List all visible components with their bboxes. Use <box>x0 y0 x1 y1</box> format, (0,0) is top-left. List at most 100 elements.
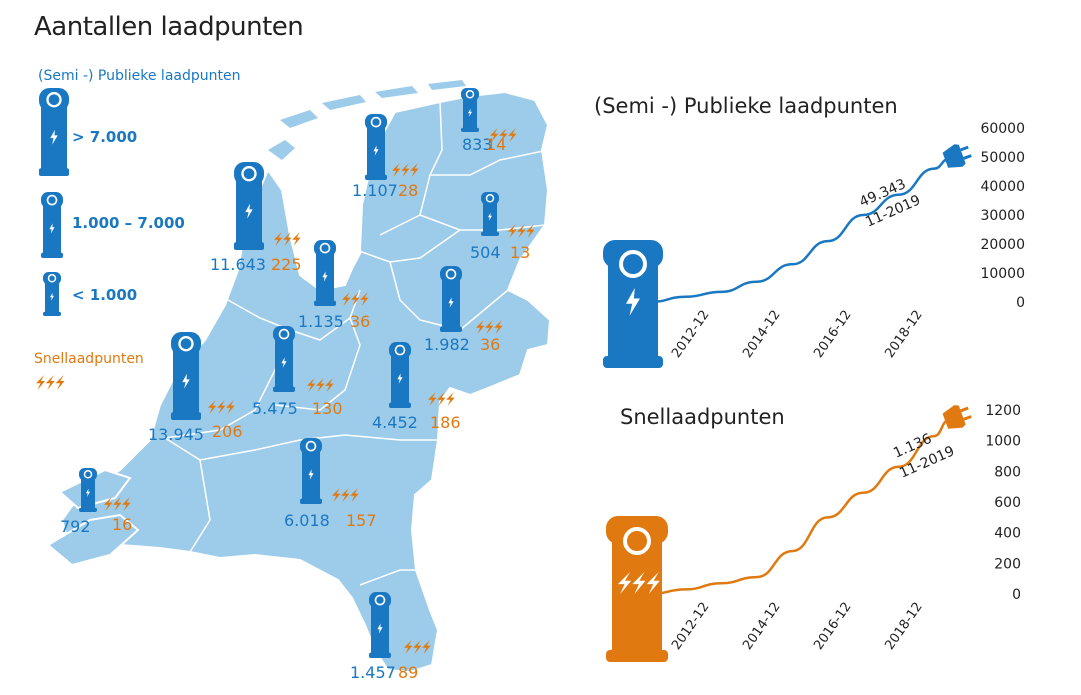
map-zeeland-island-1 <box>46 513 140 567</box>
map-wadden-3 <box>322 95 366 110</box>
province-fast-count: 206 <box>212 422 243 441</box>
province-public-count: 1.982 <box>424 335 470 354</box>
province-public-count: 504 <box>470 243 501 262</box>
charger-icon <box>300 438 322 504</box>
legend-public-heading: (Semi -) Publieke laadpunten <box>38 68 240 84</box>
province-fast-count: 89 <box>398 663 418 682</box>
fast-bolts-icon <box>404 640 431 654</box>
fast-line-chart: 0 200 400 600 800 1000 1200 2012-12 2014-12 2016-… <box>649 403 1021 653</box>
fast-bolts-icon <box>392 163 419 177</box>
province-marker-flevoland: 1.135 36 <box>298 240 370 331</box>
charger-icon <box>273 326 295 392</box>
public-chart-title: (Semi -) Publieke laadpunten <box>594 94 898 118</box>
province-public-count: 1.457 <box>350 663 396 682</box>
y-tick-label: 20000 <box>980 237 1025 253</box>
fast-bolts-icon <box>104 497 131 511</box>
legend-small-charger-icon <box>43 272 61 316</box>
province-fast-count: 16 <box>112 515 132 534</box>
public-chart: (Semi -) Publieke laadpunten 0 10000 20000… <box>594 94 1025 368</box>
y-tick-label: 0 <box>1016 295 1025 311</box>
y-tick-label: 60000 <box>980 121 1025 137</box>
province-fast-count: 130 <box>312 399 343 418</box>
charger-icon <box>369 592 391 658</box>
y-tick-label: 600 <box>994 495 1021 511</box>
legend-large-label: > 7.000 <box>72 128 137 146</box>
x-tick-label: 2014-12 <box>740 600 783 653</box>
fast-big-charger-icon <box>606 516 668 662</box>
province-public-count: 1.135 <box>298 312 344 331</box>
province-borders <box>164 101 549 586</box>
province-fast-count: 157 <box>346 511 377 530</box>
province-public-count: 792 <box>60 517 91 536</box>
province-fast-count: 13 <box>510 243 530 262</box>
fast-chart-title: Snellaadpunten <box>620 405 785 429</box>
charger-icon <box>461 88 479 132</box>
legend-fast-heading: Snellaadpunten <box>34 351 144 367</box>
map-wadden-1 <box>268 140 295 160</box>
fast-bolts-icon <box>36 375 65 390</box>
y-tick-label: 10000 <box>980 266 1025 282</box>
charger-icon <box>365 114 387 180</box>
public-big-charger-icon <box>603 240 663 368</box>
legend-fast-bolts-icon <box>36 375 65 390</box>
page-title: Aantallen laadpunten <box>34 12 304 42</box>
y-tick-label: 50000 <box>980 150 1025 166</box>
y-tick-label: 30000 <box>980 208 1025 224</box>
charger-icon <box>41 192 63 258</box>
fast-bolts-icon <box>618 572 660 594</box>
map-wadden-5 <box>428 80 466 90</box>
fast-bolts-icon <box>274 232 301 246</box>
fast-bolts-icon <box>476 320 503 334</box>
x-tick-label: 2016-12 <box>811 308 854 361</box>
netherlands-map <box>46 80 552 674</box>
province-public-count: 6.018 <box>284 511 330 530</box>
province-marker-zuid-holland: 13.945 206 <box>148 332 243 444</box>
series-line <box>649 418 950 596</box>
province-public-count: 13.945 <box>148 425 204 444</box>
x-tick-label: 2012-12 <box>669 308 712 361</box>
province-marker-gelderland: 4.452 186 <box>372 342 461 432</box>
province-marker-overijssel: 1.982 36 <box>424 266 503 354</box>
province-marker-drenthe: 504 13 <box>470 192 535 262</box>
x-tick-label: 2016-12 <box>811 600 854 653</box>
charger-icon <box>481 192 499 236</box>
y-tick-label: 1000 <box>985 434 1021 450</box>
map-mainland <box>60 90 552 674</box>
province-marker-zeeland: 792 16 <box>60 468 132 536</box>
x-tick-label: 2018-12 <box>882 600 925 653</box>
legend-medium-label: 1.000 – 7.000 <box>72 214 185 232</box>
map-legend: (Semi -) Publieke laadpunten > 7.000 1.0… <box>34 68 240 390</box>
charger-icon <box>234 162 264 250</box>
y-tick-label: 1200 <box>985 403 1021 419</box>
province-fast-count: 36 <box>480 335 500 354</box>
legend-small-label: < 1.000 <box>72 286 137 304</box>
fast-bolts-icon <box>332 488 359 502</box>
charger-icon <box>39 88 69 176</box>
x-tick-label: 2014-12 <box>740 308 783 361</box>
y-tick-label: 40000 <box>980 179 1025 195</box>
province-marker-limburg: 1.457 89 <box>350 592 431 682</box>
fast-bolts-icon <box>208 400 235 414</box>
province-public-count: 5.475 <box>252 399 298 418</box>
province-marker-utrecht: 5.475 130 <box>252 326 343 418</box>
fast-chart: Snellaadpunten 0 200 400 600 800 1000 1200 2012… <box>606 403 1021 662</box>
series-line <box>649 157 950 304</box>
legend-medium-charger-icon <box>41 192 63 258</box>
charger-icon <box>79 468 97 512</box>
fast-bolts-icon <box>428 392 455 406</box>
province-fast-count: 186 <box>430 413 461 432</box>
province-fast-count: 28 <box>398 181 418 200</box>
province-public-count: 833 <box>462 135 493 154</box>
charger-icon <box>171 332 201 420</box>
x-tick-label: 2018-12 <box>882 308 925 361</box>
y-tick-label: 200 <box>994 556 1021 572</box>
province-fast-count: 36 <box>350 312 370 331</box>
plug-icon <box>942 144 972 168</box>
map-wadden-2 <box>280 110 318 128</box>
plug-icon <box>942 405 972 429</box>
y-tick-label: 0 <box>1012 587 1021 603</box>
charger-icon <box>389 342 411 408</box>
province-marker-noord-brabant: 6.018 157 <box>284 438 377 530</box>
